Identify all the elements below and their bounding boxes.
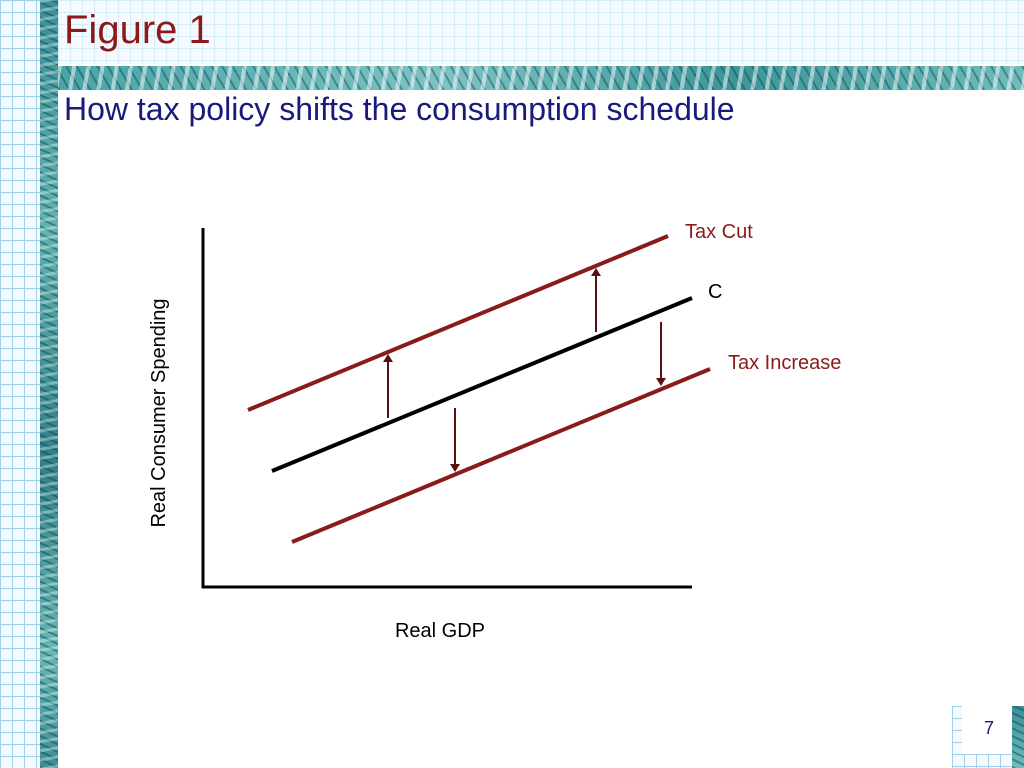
left-marble-strip	[40, 0, 58, 768]
left-grid-strip	[0, 0, 42, 768]
y-axis-label: Real Consumer Spending	[148, 298, 170, 527]
x-axis-label: Real GDP	[395, 620, 485, 642]
tax-increase-label: Tax Increase	[728, 352, 841, 374]
tax-cut-line	[247, 234, 669, 412]
corner-marble	[1012, 706, 1024, 768]
slide-title: How tax policy shifts the consumption sc…	[64, 91, 735, 127]
header-grid	[58, 0, 1024, 64]
tax-cut-label: Tax Cut	[685, 221, 753, 243]
consumption-label: C	[708, 281, 722, 303]
consumption-line	[271, 296, 693, 473]
page-number: 7	[984, 718, 995, 738]
figure-label: Figure 1	[64, 8, 211, 52]
header-marble-band	[58, 66, 1024, 90]
tax-increase-line	[291, 367, 711, 544]
